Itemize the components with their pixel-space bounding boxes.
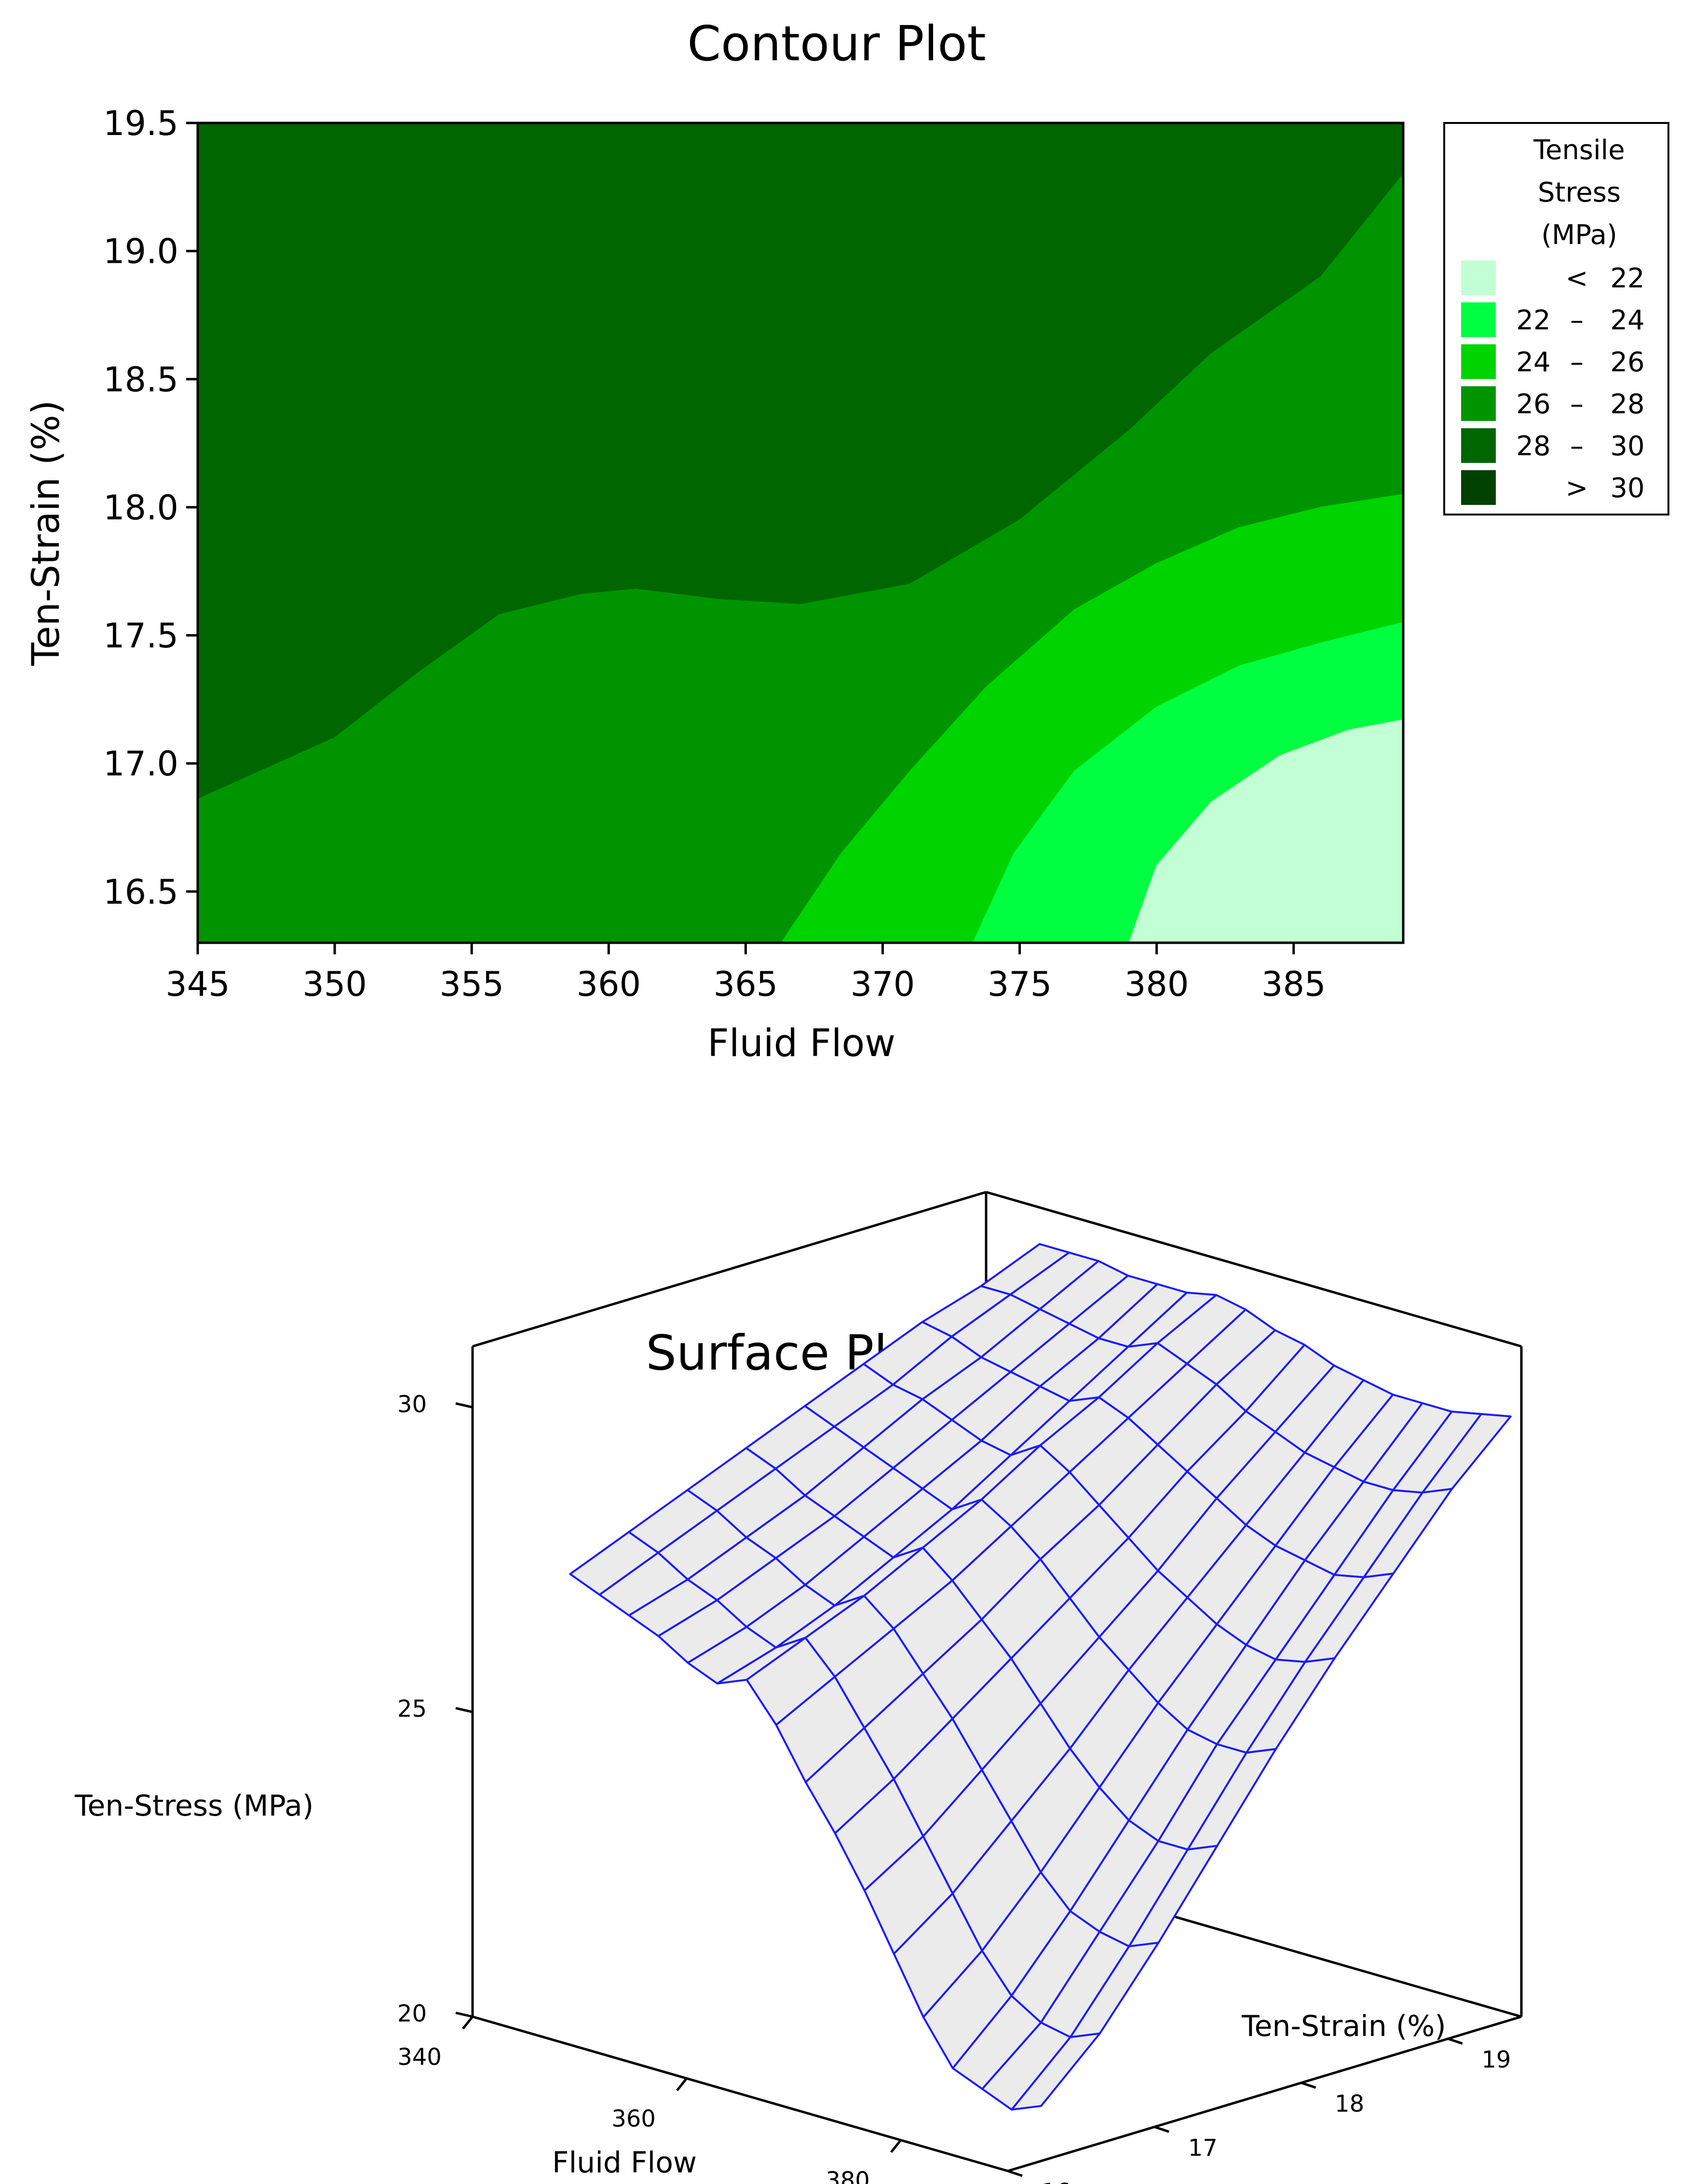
surface-z-tick-mark: [455, 2011, 473, 2018]
contour-title: Contour Plot: [687, 15, 986, 72]
legend-separator: –: [1570, 431, 1584, 462]
legend-swatch: [1461, 260, 1496, 295]
legend-low: 22: [1516, 305, 1550, 336]
legend-separator: >: [1566, 473, 1588, 504]
contour-x-tick-label: 370: [851, 964, 915, 1004]
surface-mesh: [569, 1243, 1512, 2111]
contour-x-axis: 345 350 355 360 365 370 375 380 385: [165, 943, 1326, 1004]
surface-box-edge: [1007, 2015, 1522, 2172]
surface-y-tick-mark: [1301, 2081, 1316, 2089]
contour-y-axis: 16.5 17.0 17.5 18.0 18.5 19.0 19.5: [103, 104, 198, 912]
contour-x-tick-label: 365: [714, 964, 778, 1004]
contour-plot-frame: [196, 122, 1405, 944]
surface-z-tick-mark: [455, 1707, 473, 1713]
contour-y-tick-label: 17.5: [103, 616, 178, 656]
surface-box-edge: [986, 1191, 1522, 1348]
legend-high: 22: [1610, 263, 1644, 294]
legend-swatch: [1461, 428, 1496, 463]
surface-x-tick-label: 380: [826, 2167, 870, 2184]
contour-y-tick-label: 19.5: [103, 104, 178, 143]
legend-title-line: (MPa): [1541, 219, 1617, 251]
surface-x-tick-mark: [462, 2016, 474, 2030]
surface-x-tick-mark: [676, 2077, 688, 2091]
surface-box-edge: [472, 1191, 987, 1348]
surface-y-tick-mark: [1007, 2170, 1023, 2177]
legend-high: 24: [1610, 305, 1644, 336]
contour-y-tick-label: 18.0: [103, 488, 178, 528]
contour-x-tick-label: 355: [439, 964, 504, 1004]
legend-swatch: [1461, 344, 1496, 379]
legend-swatch: [1461, 386, 1496, 421]
surface-y-tick-label: 18: [1335, 2090, 1364, 2117]
legend-swatch: [1461, 470, 1496, 505]
surface-x-axis-title: Fluid Flow: [552, 2146, 697, 2180]
contour-y-tick-label: 17.0: [103, 744, 178, 784]
surface-y-axis-title: Ten-Strain (%): [1241, 2009, 1446, 2043]
legend-separator: –: [1570, 347, 1584, 378]
surface-z-tick-label: 30: [397, 1391, 427, 1418]
surface-y-tick-label: 17: [1188, 2135, 1218, 2162]
surface-plot: Surface Plot 20253034036038016171819 Ten…: [74, 1191, 1523, 2184]
surface-z-tick-label: 20: [397, 2000, 427, 2027]
legend-high: 30: [1610, 431, 1644, 462]
contour-region-4: [1128, 719, 1403, 943]
surface-y-tick-mark: [1154, 2126, 1170, 2133]
contour-y-tick-label: 19.0: [103, 232, 178, 271]
contour-x-axis-title: Fluid Flow: [707, 1022, 895, 1065]
legend-separator: –: [1570, 389, 1584, 420]
contour-regions: [198, 123, 1403, 943]
surface-y-tick-label: 16: [1041, 2179, 1071, 2184]
legend-swatch: [1461, 302, 1496, 337]
surface-axes: 20 25 30 340 360 380 16 17 18 19: [397, 1391, 1511, 2184]
contour-x-tick-label: 375: [988, 964, 1052, 1004]
contour-x-tick-label: 385: [1261, 964, 1326, 1004]
surface-mesh-cell: [1011, 2032, 1101, 2111]
surface-z-tick-mark: [455, 1402, 473, 1409]
contour-y-tick-label: 18.5: [103, 360, 178, 399]
contour-x-tick-label: 380: [1125, 964, 1189, 1004]
legend-high: 30: [1610, 473, 1644, 504]
surface-x-tick-label: 360: [611, 2105, 656, 2132]
surface-z-axis-title: Ten-Stress (MPa): [74, 1789, 313, 1823]
contour-y-axis-title: Ten-Strain (%): [25, 400, 68, 666]
legend-low: 28: [1516, 431, 1550, 462]
contour-y-tick-label: 16.5: [103, 872, 178, 912]
contour-x-tick-label: 360: [576, 964, 641, 1004]
legend-separator: <: [1566, 263, 1588, 294]
contour-legend: Tensile Stress (MPa) <2222–2424–2626–282…: [1443, 122, 1669, 515]
surface-y-tick-label: 19: [1481, 2047, 1511, 2074]
contour-x-tick-label: 345: [165, 964, 230, 1004]
legend-title-line: Tensile: [1533, 135, 1625, 166]
legend-low: 26: [1516, 389, 1550, 420]
surface-z-tick-label: 25: [397, 1696, 427, 1723]
contour-plot: Contour Plot 345 350 355 360 365 370 375 380 385…: [25, 15, 1669, 1065]
surface-box-edge: [472, 2015, 1008, 2172]
surface-y-tick-mark: [1448, 2037, 1463, 2045]
legend-separator: –: [1570, 305, 1584, 336]
legend-high: 28: [1610, 389, 1644, 420]
legend-high: 26: [1610, 347, 1644, 378]
legend-low: 24: [1516, 347, 1550, 378]
surface-x-tick-label: 340: [397, 2044, 442, 2071]
surface-x-tick-mark: [890, 2139, 902, 2153]
legend-title-line: Stress: [1538, 177, 1621, 208]
contour-x-tick-label: 350: [302, 964, 367, 1004]
